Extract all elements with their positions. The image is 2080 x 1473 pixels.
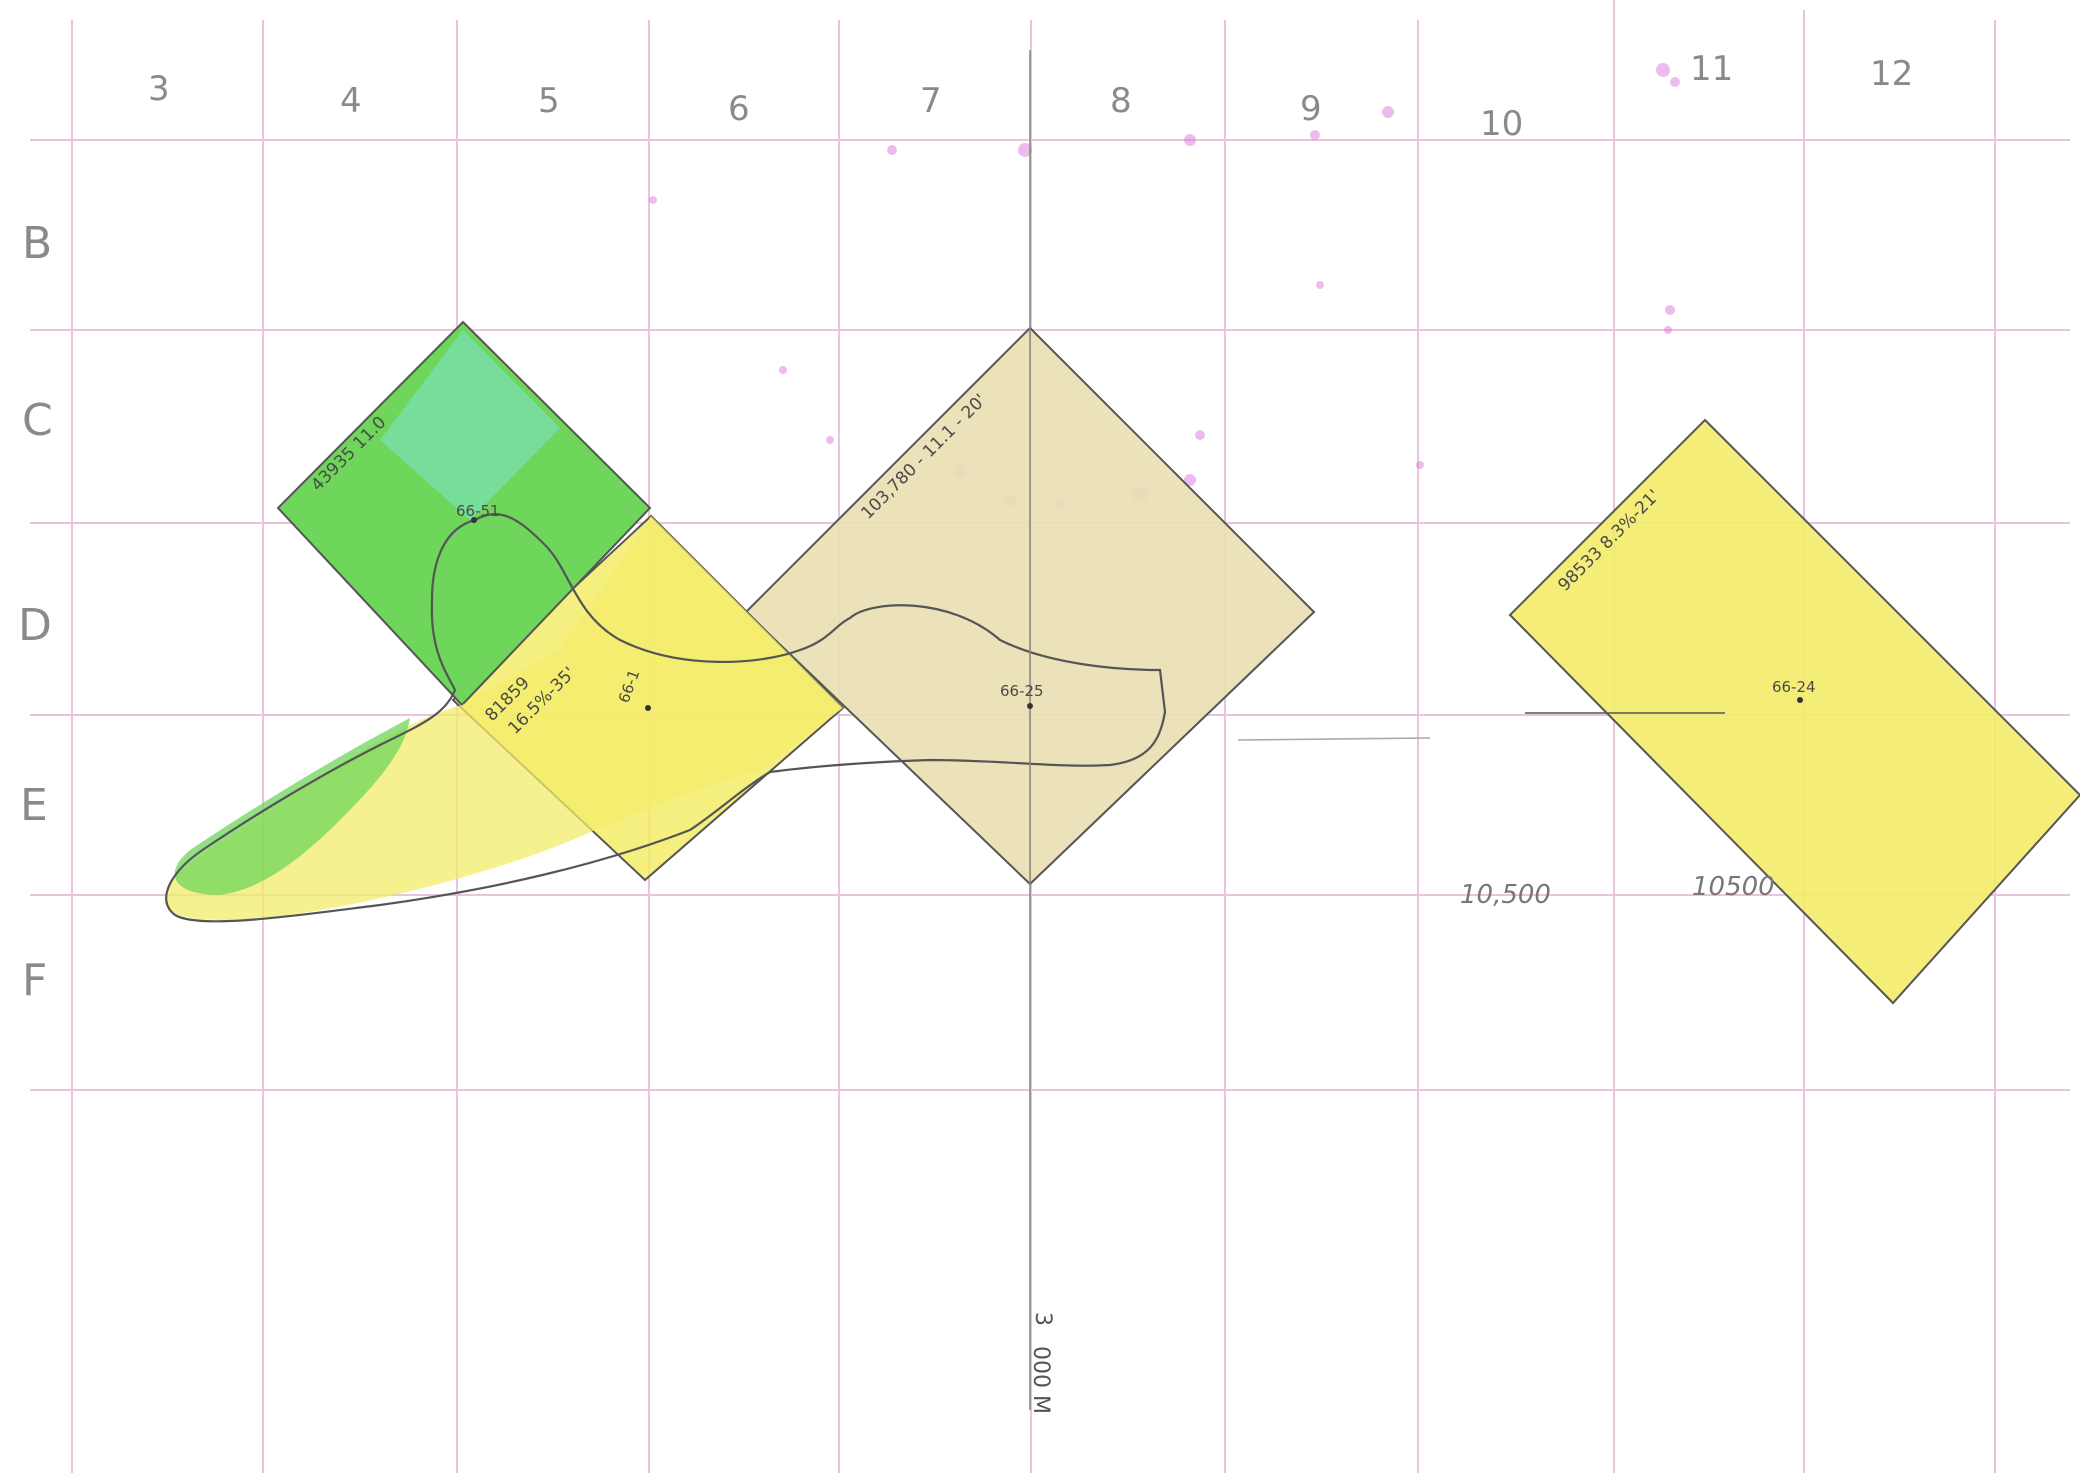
column-label: 4 — [340, 81, 362, 121]
yellow-right-well-label: 66-24 — [1772, 678, 1816, 696]
well-dot — [471, 517, 477, 523]
column-labels: 3 4 5 6 7 8 9 10 11 12 — [148, 49, 1913, 144]
column-label: 7 — [920, 81, 942, 121]
column-label: 8 — [1110, 81, 1132, 121]
row-label: C — [22, 395, 53, 446]
row-label: F — [22, 955, 47, 1006]
green-well-label: 66-51 — [456, 502, 500, 520]
column-label: 3 — [148, 69, 170, 109]
tan-well-label: 66-25 — [1000, 682, 1044, 700]
well-dot — [1797, 697, 1803, 703]
row-labels: B C D E F — [18, 218, 53, 1006]
column-label: 9 — [1300, 89, 1322, 129]
column-label: 6 — [728, 89, 750, 129]
scale-unit: 000 M — [1028, 1346, 1053, 1414]
pencil-marks — [1029, 50, 1725, 1410]
contour-label: 10500 — [1692, 872, 1775, 902]
column-label: 5 — [538, 81, 560, 121]
field-pencil-outline — [165, 512, 1167, 923]
column-label: 11 — [1690, 49, 1733, 89]
field-outline-tail-green — [174, 718, 410, 895]
yellow-right-lease-block — [1508, 418, 2080, 1005]
faint-line — [1237, 737, 1431, 741]
column-label: 12 — [1870, 54, 1913, 94]
magenta-specks — [649, 63, 1680, 511]
green-block-cyan-tint — [380, 330, 560, 520]
scale-value: 3 — [1030, 1312, 1055, 1326]
well-dot — [1027, 703, 1033, 709]
row-label: D — [18, 600, 52, 651]
contour-label: 10,500 — [1460, 880, 1551, 910]
row-label: E — [20, 780, 48, 831]
row-label: B — [22, 218, 52, 269]
wells — [471, 517, 1803, 711]
well-dot — [645, 705, 651, 711]
column-label: 10 — [1480, 104, 1523, 144]
